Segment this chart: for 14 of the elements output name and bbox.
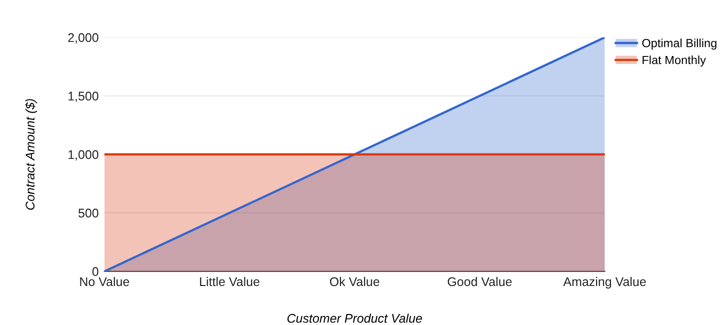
x-tick-label: Good Value — [448, 276, 512, 286]
legend-label: Flat Monthly — [642, 56, 706, 67]
y-axis-title: Contract Amount ($) — [25, 99, 38, 210]
x-tick-label: Amazing Value — [563, 276, 646, 289]
x-axis-title: Customer Product Value — [287, 314, 422, 323]
legend-label: Optimal Billing — [642, 38, 716, 50]
x-tick-label: No Value — [80, 276, 130, 286]
y-tick-label: 2,000 — [68, 33, 98, 44]
y-tick-label: 0 — [92, 267, 98, 276]
x-tick-label: Ok Value — [330, 276, 380, 286]
y-tick-label: 1,000 — [68, 150, 98, 161]
x-tick-label: Little Value — [200, 276, 260, 286]
y-tick-label: 500 — [78, 208, 98, 218]
y-tick-label: 1,500 — [68, 92, 98, 102]
